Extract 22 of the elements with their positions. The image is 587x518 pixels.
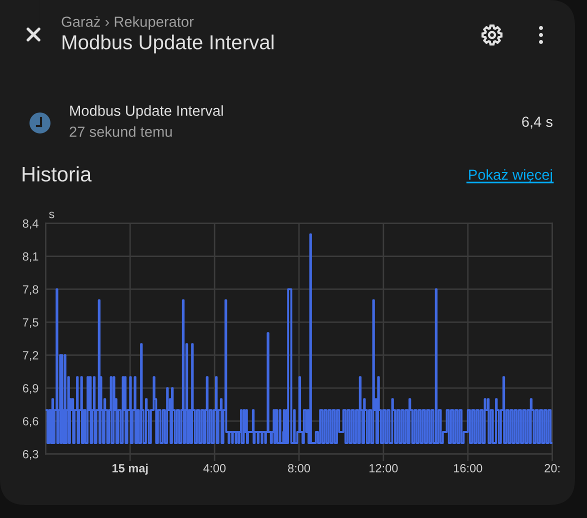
x-tick-label: 20: [544, 464, 560, 472]
x-tick-label: 15 maj [112, 464, 148, 475]
y-tick-label: 6,9 [22, 384, 38, 394]
x-tick-label: 4:00 [203, 464, 226, 472]
y-tick-label: 6,6 [22, 417, 38, 427]
x-tick-label: 16:00 [454, 464, 482, 472]
y-tick-label: 6,3 [22, 450, 38, 460]
x-tick-label: 8:00 [288, 464, 310, 472]
chart-subtitle: Garaż › Rekuperator [62, 16, 194, 30]
y-axis-title: s [49, 212, 54, 218]
y-tick-label: 7,5 [22, 318, 38, 328]
text: Modbus Update Interval [62, 34, 274, 54]
y-tick-label: 8,1 [22, 252, 38, 262]
y-tick-label: 7,2 [22, 351, 38, 361]
text: Pokaż więcej [469, 169, 552, 183]
text: 6,4 s [522, 116, 552, 129]
chart-title: Modbus Update Interval [70, 105, 223, 119]
text: 27 sekund temu [70, 126, 172, 137]
text: Historia [22, 166, 92, 182]
x-tick-label: 12:00 [370, 464, 398, 472]
y-tick-label: 8,4 [22, 219, 38, 230]
y-tick-label: 7,8 [22, 285, 38, 296]
